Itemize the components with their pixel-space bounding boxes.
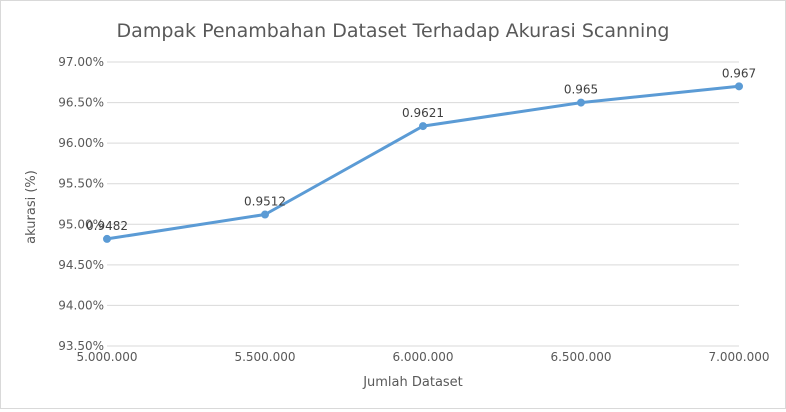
data-point [577, 98, 585, 107]
data-point [735, 82, 743, 91]
y-axis-ticks: 93.50% 94.00% 94.50% 95.00% 95.50% 96.00% 96.5… [58, 55, 104, 353]
data-point [419, 122, 427, 131]
y-tick-label: 94.50% [58, 258, 104, 272]
x-axis-title: Jumlah Dataset [362, 375, 463, 390]
y-tick-label: 95.00% [58, 217, 104, 231]
y-tick-label: 97.00% [58, 55, 104, 69]
chart-title: Dampak Penambahan Dataset Terhadap Akura… [117, 20, 670, 42]
data-point [103, 234, 111, 243]
series-layer [103, 82, 743, 243]
y-tick-label: 94.00% [58, 298, 104, 312]
x-tick-label: 5.000.000 [76, 350, 137, 364]
x-tick-label: 7.000.000 [708, 350, 769, 364]
x-tick-label: 6.500.000 [550, 350, 611, 364]
data-point [261, 210, 269, 219]
x-axis-ticks: 5.000.000 5.500.000 6.000.000 6.500.000 7.00… [76, 350, 769, 364]
data-label: 0.967 [722, 66, 756, 80]
x-tick-label: 6.000.000 [392, 350, 453, 364]
y-axis-title: akurasi (%) [24, 170, 39, 244]
x-tick-label: 5.500.000 [234, 350, 295, 364]
data-label: 0.9621 [402, 106, 444, 120]
y-tick-label: 96.00% [58, 136, 104, 150]
data-label: 0.9512 [244, 195, 286, 209]
data-label: 0.9482 [86, 219, 128, 233]
y-tick-label: 93.50% [58, 339, 104, 353]
y-tick-label: 95.50% [58, 177, 104, 191]
gridlines [107, 61, 739, 347]
data-label: 0.965 [564, 83, 598, 97]
y-tick-label: 96.50% [58, 96, 104, 110]
data-labels: 0.9482 0.9512 0.9621 0.965 0.967 [86, 66, 756, 233]
